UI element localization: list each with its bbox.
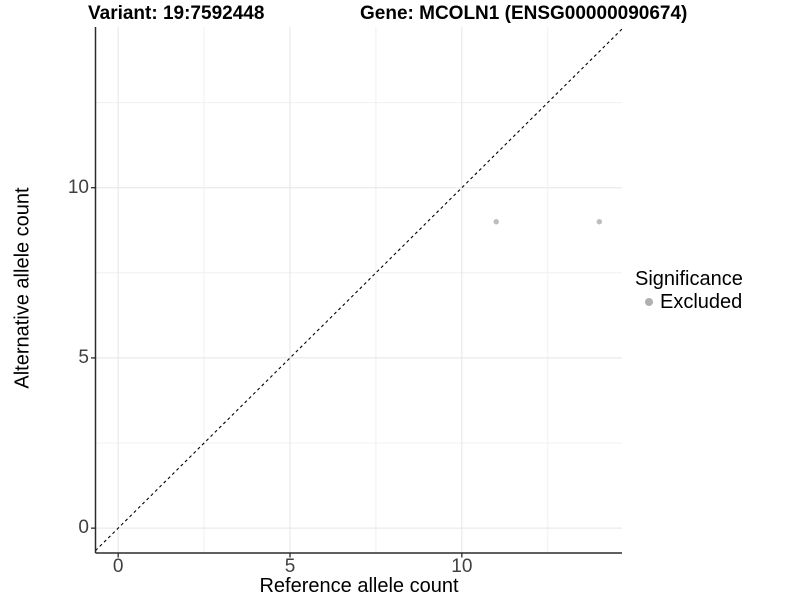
legend-item-excluded: Excluded [635,291,743,313]
x-axis-title: Reference allele count [259,575,459,597]
identity-line [95,28,623,552]
x-tick-label: 0 [112,556,124,577]
data-point [493,219,499,225]
y-tick-label: 5 [78,346,89,368]
legend-item-label: Excluded [660,291,743,313]
x-tick-label: 5 [284,556,296,577]
data-point [596,219,603,225]
y-tick-label: 0 [78,517,89,539]
y-tick-label: 10 [67,176,89,198]
plot-title-variant: Variant: 19:7592448 [88,3,265,24]
legend-circle-marker-icon [645,298,653,306]
x-tick-label: 10 [451,556,473,577]
legend: Significance Excluded [635,268,743,313]
y-axis-title: Alternative allele count [11,187,34,389]
plot-title-gene: Gene: MCOLN1 (ENSG00000090674) [360,3,688,24]
legend-title: Significance [635,268,743,290]
